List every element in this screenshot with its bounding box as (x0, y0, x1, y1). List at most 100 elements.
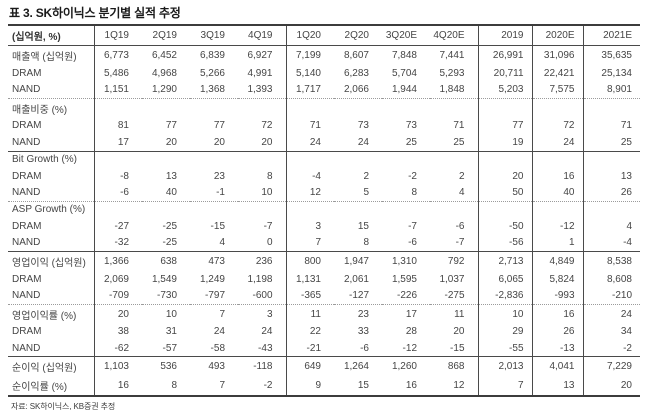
table-cell: 13 (165, 170, 177, 182)
row-label: 영업이익 (십억원) (8, 251, 95, 271)
table-cell: 12 (430, 376, 479, 397)
table-cell: 17 (117, 136, 129, 148)
table-row: 순이익 (십억원) 1,103 536 493 -118 649 1,264 1,260 868… (8, 356, 640, 377)
table-cell: 13 (532, 376, 584, 397)
table-cell: 4 (219, 237, 225, 249)
table-cell: 16 (532, 167, 584, 185)
table-cell: -127 (348, 289, 369, 301)
table-cell: -58 (210, 342, 225, 354)
table-cell: 23 (357, 308, 369, 320)
row-label: NAND (8, 234, 95, 252)
row-label: ASP Growth (%) (8, 201, 95, 219)
table-cell: -730 (156, 289, 177, 301)
table-cell: 2 (363, 170, 369, 182)
table-cell: 1,947 (343, 255, 369, 267)
table-header-row: (십억원, %) 1Q19 2Q19 3Q19 4Q19 1Q20 2Q20 3Q20E 4Q… (8, 25, 640, 46)
table-cell: 1,198 (238, 270, 287, 288)
table-cell: 1,264 (343, 361, 369, 373)
table-cell: 10 (165, 308, 177, 320)
row-label: 순이익률 (%) (8, 376, 95, 397)
table-cell: 800 (304, 255, 321, 267)
table-cell (286, 151, 334, 168)
table-cell: 7,229 (606, 361, 632, 373)
table-cell (478, 98, 533, 118)
table-row: DRAM 2,069 1,549 1,249 1,198 1,131 2,061 1,595 1… (8, 270, 640, 288)
column-header: 1Q20 (296, 30, 321, 41)
table-cell: 638 (160, 255, 177, 267)
column-header: 2020E (532, 25, 584, 46)
table-cell: -57 (162, 342, 177, 354)
table-cell: -118 (238, 356, 287, 377)
table-cell: -7 (430, 234, 479, 252)
table-cell: -210 (611, 289, 632, 301)
table-cell (238, 151, 287, 168)
table-row: DRAM 38 31 24 24 22 33 28 20 29 26 34 (8, 323, 640, 341)
table-cell (94, 151, 142, 168)
table-cell: 5,140 (295, 67, 321, 79)
table-cell (478, 201, 533, 219)
table-cell: -365 (300, 289, 321, 301)
table-cell (382, 201, 430, 218)
table-cell: 1,393 (238, 81, 287, 99)
table-cell: 10 (478, 304, 533, 324)
table-cell: 6,283 (343, 67, 369, 79)
table-row: 영업이익률 (%) 20 10 7 3 11 23 17 11 10 16 24 (8, 304, 640, 324)
table-cell: 5,704 (391, 67, 417, 79)
table-cell: 8,901 (606, 84, 632, 96)
row-label: NAND (8, 81, 95, 99)
table-cell: 493 (208, 361, 225, 373)
table-cell: 6,452 (151, 50, 177, 61)
table-cell: -4 (623, 237, 632, 249)
table-cell: 1,290 (151, 84, 177, 96)
table-row: DRAM 5,486 4,968 5,266 4,991 5,140 6,283 5,704 5… (8, 65, 640, 82)
table-cell: -21 (306, 342, 321, 354)
table-row: NAND -62 -57 -58 -43 -21 -6 -12 -15 -55 -13 -2 (8, 340, 640, 357)
table-cell: 25 (405, 136, 417, 148)
table-cell: 1,037 (430, 270, 479, 288)
table-cell: 77 (478, 117, 533, 135)
table-cell: 20 (117, 308, 129, 320)
table-cell: -6 (408, 237, 417, 249)
column-header: 4Q19 (238, 25, 287, 46)
table-cell: 11 (310, 308, 321, 320)
table-cell: 10 (238, 184, 287, 202)
table-cell (190, 151, 238, 168)
table-cell (382, 98, 430, 118)
table-cell: -7 (408, 220, 417, 232)
table-cell: -1 (216, 187, 225, 199)
row-label: 매출액 (십억원) (8, 45, 95, 65)
table-cell: -6 (360, 342, 369, 354)
table-cell (334, 201, 382, 218)
table-cell: 7,575 (532, 81, 584, 99)
table-cell: 20 (165, 136, 177, 148)
table-cell: 11 (430, 304, 479, 324)
table-cell: 8,538 (606, 255, 632, 267)
table-row: DRAM -8 13 23 8 -4 2 -2 2 20 16 13 (8, 167, 640, 185)
table-cell: 7 (478, 376, 533, 397)
table-cell: 28 (405, 326, 417, 338)
table-cell: 40 (165, 187, 177, 199)
table-cell (532, 201, 584, 219)
row-label: NAND (8, 287, 95, 305)
table-cell: 5,203 (478, 81, 533, 99)
table-cell: 12 (309, 187, 321, 199)
column-header: 2Q19 (152, 30, 177, 41)
table-cell: 20 (478, 167, 533, 185)
table-cell: 2 (430, 167, 479, 185)
row-label: 영업이익률 (%) (8, 304, 95, 324)
row-label: DRAM (8, 65, 95, 82)
table-cell: 24 (238, 323, 287, 341)
table-cell: 26,991 (478, 45, 533, 65)
table-cell: -226 (396, 289, 417, 301)
table-cell: 1,944 (391, 84, 417, 96)
table-cell (94, 98, 142, 118)
table-row: 영업이익 (십억원) 1,366 638 473 236 800 1,947 1,310 792… (8, 251, 640, 271)
table-cell: 71 (309, 120, 321, 132)
table-cell: 4 (626, 220, 632, 232)
table-cell (430, 98, 479, 118)
table-cell (334, 151, 382, 168)
financial-table: (십억원, %) 1Q19 2Q19 3Q19 4Q19 1Q20 2Q20 3Q20E 4Q… (8, 24, 640, 398)
table-cell: 24 (309, 136, 321, 148)
table-cell: 20 (430, 323, 479, 341)
